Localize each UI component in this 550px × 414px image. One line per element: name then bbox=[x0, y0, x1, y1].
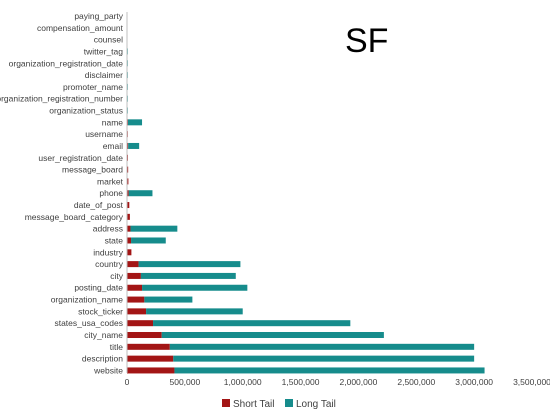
bar-short-tail-message-board-category bbox=[127, 213, 130, 220]
bar-short-tail-title bbox=[127, 343, 170, 350]
x-tick-labels: 0 500,000 1,000,000 1,500,000 2,000,000 2,500… bbox=[125, 377, 550, 387]
bar-short-tail-message-board bbox=[127, 166, 129, 173]
bar-group bbox=[127, 48, 485, 374]
category-label-title: title bbox=[110, 342, 124, 352]
bar-long-tail-description bbox=[173, 355, 475, 362]
category-label-organization-name: organization_name bbox=[51, 295, 124, 305]
legend-label-long-tail: Long Tail bbox=[296, 399, 336, 410]
bar-short-tail-organization-name bbox=[127, 296, 145, 303]
bar-short-tail-state bbox=[127, 237, 132, 244]
bar-long-tail-address bbox=[130, 225, 178, 232]
bar-short-tail-date-of-post bbox=[127, 202, 130, 209]
bar-short-tail-market bbox=[127, 178, 129, 185]
category-label-website: website bbox=[93, 365, 123, 375]
category-label-username: username bbox=[85, 129, 123, 139]
category-label-counsel: counsel bbox=[94, 35, 123, 45]
bar-long-tail-city bbox=[140, 272, 236, 279]
bar-short-tail-city bbox=[127, 272, 141, 279]
legend-label-short-tail: Short Tail bbox=[233, 399, 275, 410]
bar-long-tail-country bbox=[138, 261, 241, 268]
bar-long-tail-website bbox=[174, 367, 485, 374]
category-label-email: email bbox=[103, 141, 123, 151]
category-label-states-usa-codes: states_usa_codes bbox=[54, 318, 123, 328]
category-label-promoter-name: promoter_name bbox=[63, 82, 123, 92]
category-labels: paying_party compensation_amountcounseltw… bbox=[0, 11, 124, 375]
x-tick-label-3500000: 3,500,000 bbox=[513, 377, 550, 387]
category-label-phone: phone bbox=[99, 188, 123, 198]
bar-long-tail-city-name bbox=[161, 332, 384, 339]
category-label-message-board: message_board bbox=[62, 165, 123, 175]
bar-long-tail-organization-name bbox=[144, 296, 193, 303]
category-label-city-name: city_name bbox=[84, 330, 123, 340]
category-label-industry: industry bbox=[93, 247, 124, 257]
bar-long-tail-name bbox=[127, 119, 143, 126]
bar-long-tail-phone bbox=[128, 190, 153, 197]
category-label-stock-ticker: stock_ticker bbox=[78, 306, 123, 316]
bar-short-tail-posting-date bbox=[127, 284, 143, 291]
category-label-date-of-post: date_of_post bbox=[74, 200, 124, 210]
legend-swatch-long-tail bbox=[285, 399, 293, 407]
chart-title: SF bbox=[345, 22, 388, 60]
bar-long-tail-email bbox=[128, 142, 140, 149]
bar-short-tail-country bbox=[127, 261, 139, 268]
bar-short-tail-address bbox=[127, 225, 131, 232]
category-label-name: name bbox=[102, 117, 124, 127]
bar-short-tail-states-usa-codes bbox=[127, 320, 154, 327]
category-label-user-registration-date: user_registration_date bbox=[38, 153, 123, 163]
legend-swatch-short-tail bbox=[222, 399, 230, 407]
bar-short-tail-website bbox=[127, 367, 175, 374]
x-tick-label-1000000: 1,000,000 bbox=[224, 377, 262, 387]
category-label-market: market bbox=[97, 176, 124, 186]
category-label-disclaimer: disclaimer bbox=[85, 70, 123, 80]
x-tick-label-2000000: 2,000,000 bbox=[340, 377, 378, 387]
bar-long-tail-stock-ticker bbox=[146, 308, 243, 315]
bar-short-tail-description bbox=[127, 355, 174, 362]
bar-short-tail-city-name bbox=[127, 332, 162, 339]
bar-long-tail-states-usa-codes bbox=[153, 320, 351, 327]
category-label-address: address bbox=[93, 224, 123, 234]
category-label-posting-date: posting_date bbox=[74, 283, 123, 293]
bar-short-tail-phone bbox=[127, 190, 129, 197]
category-label-state: state bbox=[105, 235, 124, 245]
bar-long-tail-state bbox=[131, 237, 166, 244]
x-tick-label-500000: 500,000 bbox=[169, 377, 200, 387]
bar-short-tail-stock-ticker bbox=[127, 308, 147, 315]
x-tick-label-3000000: 3,000,000 bbox=[455, 377, 493, 387]
bar-long-tail-posting-date bbox=[142, 284, 248, 291]
category-label-description: description bbox=[82, 354, 123, 364]
bar-short-tail-industry bbox=[127, 249, 132, 256]
legend: Short Tail Long Tail bbox=[222, 399, 336, 410]
category-label-country: country bbox=[95, 259, 124, 269]
category-label-message-board-category: message_board_category bbox=[25, 212, 124, 222]
bar-long-tail-title bbox=[169, 343, 475, 350]
category-label-organization-registration-date: organization_registration_date bbox=[9, 58, 124, 68]
category-label-paying-party: paying_party bbox=[74, 11, 123, 21]
category-label-organization-registration-number: organization_registration_number bbox=[0, 94, 123, 104]
category-label-twitter-tag: twitter_tag bbox=[84, 46, 123, 56]
category-label-organization-status: organization_status bbox=[49, 106, 123, 116]
x-tick-label-2500000: 2,500,000 bbox=[397, 377, 435, 387]
category-label-city: city bbox=[110, 271, 124, 281]
x-tick-label-1500000: 1,500,000 bbox=[282, 377, 320, 387]
x-tick-label-0: 0 bbox=[125, 377, 130, 387]
category-label-compensation-amount: compensation_amount bbox=[37, 23, 124, 33]
bar-short-tail-email bbox=[127, 142, 129, 149]
